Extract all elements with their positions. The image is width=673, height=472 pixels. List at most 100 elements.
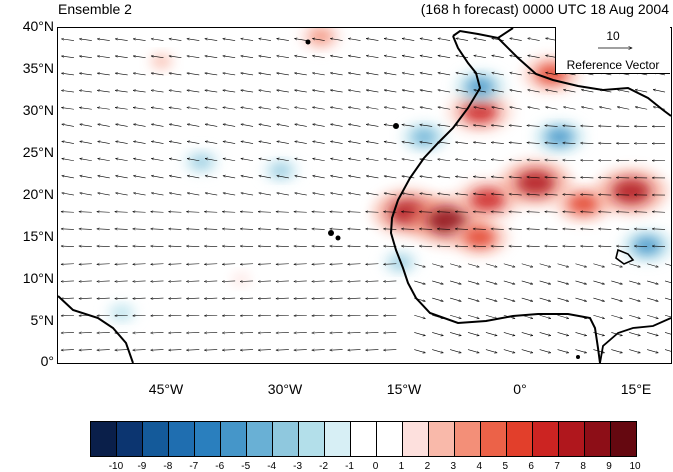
bioko-island xyxy=(576,355,580,359)
wind-vector-arrow xyxy=(223,141,235,143)
wind-vector-arrow xyxy=(169,176,181,178)
wind-vector-arrow xyxy=(115,193,127,195)
wind-vector-arrow xyxy=(312,315,325,316)
wind-vector-arrow xyxy=(348,124,360,126)
wind-vector-arrow xyxy=(509,160,522,161)
wind-vector-arrow xyxy=(473,159,486,160)
wind-vector-arrow xyxy=(366,141,378,143)
wind-vector-arrow xyxy=(241,141,253,143)
wind-vector-arrow xyxy=(330,56,342,58)
wind-vector-arrow xyxy=(169,159,181,161)
lat-label: 30°N xyxy=(4,102,54,118)
wind-vector-arrow xyxy=(186,332,199,333)
wind-vector-arrow xyxy=(169,193,181,195)
wind-vector-arrow xyxy=(277,193,289,195)
wind-vector-arrow xyxy=(133,298,146,299)
lat-label: 15°N xyxy=(4,228,54,244)
wind-vector-arrow xyxy=(151,39,163,41)
wind-vector-arrow xyxy=(540,332,551,335)
wind-vector-arrow xyxy=(186,350,199,351)
wind-vector-arrow xyxy=(187,56,199,58)
wind-vector-arrow xyxy=(330,176,342,178)
wind-vector-arrow xyxy=(510,73,522,75)
wind-vector-arrow xyxy=(168,332,181,333)
wind-vector-arrow xyxy=(611,350,622,353)
wind-vector-arrow xyxy=(294,281,307,282)
wind-vector-arrow xyxy=(241,39,253,41)
wind-vector-arrow xyxy=(647,281,658,284)
wind-vector-arrow xyxy=(366,38,378,40)
wind-vector-arrow xyxy=(580,229,593,230)
wind-vector-arrow xyxy=(151,124,163,126)
wind-vector-arrow xyxy=(384,107,396,109)
wind-vector-arrow xyxy=(204,264,217,265)
wind-vector-arrow xyxy=(473,142,486,143)
wind-vector-arrow xyxy=(558,264,569,267)
wind-vector-arrow xyxy=(527,229,540,230)
wind-vector-arrow xyxy=(384,90,396,92)
colorbar-label: 8 xyxy=(580,461,586,472)
wind-vector-arrow xyxy=(366,107,378,109)
wind-vector-arrow xyxy=(259,193,271,195)
wind-vector-arrow xyxy=(509,229,522,230)
anomaly-blob xyxy=(308,28,333,45)
wind-vector-arrow xyxy=(437,159,450,161)
wind-vector-arrow xyxy=(414,281,425,284)
wind-vector-arrow xyxy=(486,332,497,335)
wind-vector-arrow xyxy=(80,176,92,178)
wind-vector-arrow xyxy=(295,159,307,161)
wind-vector-arrow xyxy=(168,298,181,299)
wind-vector-arrow xyxy=(294,350,307,351)
wind-vector-arrow xyxy=(527,212,540,213)
wind-vector-arrow xyxy=(133,193,145,195)
wind-vector-arrow xyxy=(258,264,271,265)
wind-vector-arrow xyxy=(635,107,647,109)
wind-vector-arrow xyxy=(115,159,127,161)
wind-vector-arrow xyxy=(205,107,217,109)
wind-vector-arrow xyxy=(509,246,522,247)
wind-vector-arrow xyxy=(294,212,307,213)
wind-vector-arrow xyxy=(61,264,74,265)
wind-vector-arrow xyxy=(522,350,533,353)
wind-vector-arrow xyxy=(294,264,307,265)
panel-title: Ensemble 2 xyxy=(58,1,132,17)
wind-vector-arrow xyxy=(277,124,289,126)
wind-vector-arrow xyxy=(611,264,622,267)
wind-vector-arrow xyxy=(276,229,289,230)
lat-label: 25°N xyxy=(4,144,54,160)
wind-vector-arrow xyxy=(348,246,361,247)
wind-vector-arrow xyxy=(468,298,479,301)
wind-vector-arrow xyxy=(223,124,235,126)
wind-vector-arrow xyxy=(348,229,361,230)
wind-vector-arrow xyxy=(205,124,217,126)
wind-vector-arrow xyxy=(79,264,92,265)
lat-label: 35°N xyxy=(4,60,54,76)
colorbar-label: 10 xyxy=(629,461,640,472)
wind-vector-arrow xyxy=(187,90,199,92)
wind-vector-arrow xyxy=(241,159,253,161)
wind-vector-arrow xyxy=(647,264,658,267)
wind-vector-arrow xyxy=(402,107,414,109)
wind-vector-arrow xyxy=(540,281,551,284)
wind-vector-arrow xyxy=(545,229,558,230)
wind-vector-arrow xyxy=(563,90,575,92)
wind-vector-arrow xyxy=(205,73,217,75)
wind-vector-arrow xyxy=(276,90,288,92)
wind-vector-arrow xyxy=(133,124,145,126)
wind-vector-arrow xyxy=(575,281,586,284)
wind-vector-arrow xyxy=(187,73,199,75)
wind-vector-arrow xyxy=(330,90,342,92)
wind-vector-arrow xyxy=(168,281,181,282)
wind-vector-arrow xyxy=(151,264,164,265)
wind-vector-arrow xyxy=(115,229,128,230)
wind-vector-arrow xyxy=(294,298,307,299)
wind-vector-arrow xyxy=(276,350,289,351)
wind-vector-arrow xyxy=(540,350,551,353)
colorbar-label: 3 xyxy=(451,461,457,472)
wind-vector-arrow xyxy=(294,56,306,58)
anomaly-blob xyxy=(470,188,506,211)
wind-vector-arrow xyxy=(455,142,468,143)
wind-vector-arrow xyxy=(438,73,450,75)
wind-vector-arrow xyxy=(504,281,515,284)
wind-vector-arrow xyxy=(151,246,164,247)
